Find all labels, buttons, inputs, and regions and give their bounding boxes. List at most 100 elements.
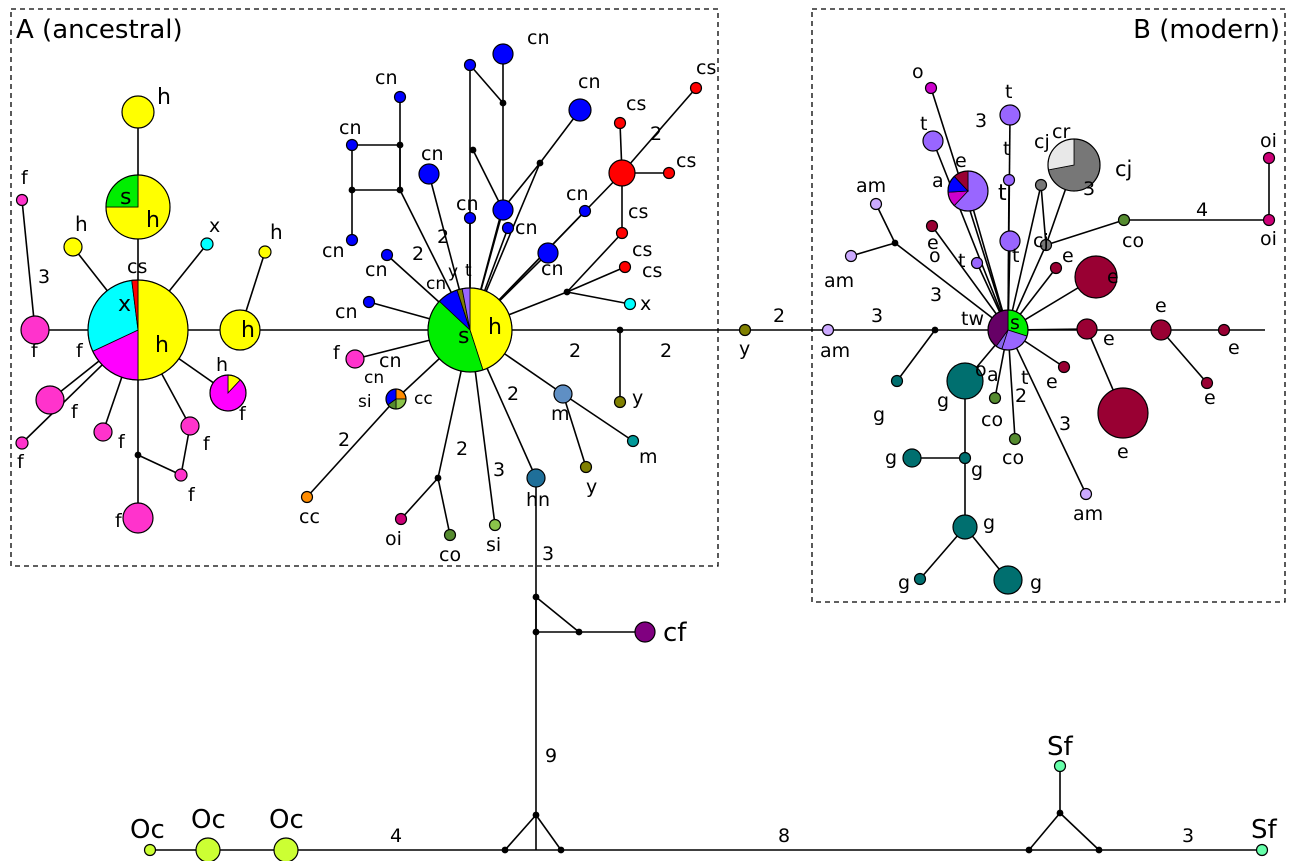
haplotype-label: tw: [961, 308, 984, 330]
mutation-count: 2: [569, 340, 581, 362]
mutation-count: 3: [542, 543, 554, 565]
haplotype-label: cn: [339, 117, 362, 139]
haplotype-label: cn: [379, 350, 402, 372]
haplotype-g-fill: [890, 374, 904, 388]
haplotype-label: cn: [527, 27, 550, 49]
haplotype-label: e: [1103, 328, 1115, 350]
haplotype-cs-fill: [613, 116, 627, 130]
haplotype-label: oi: [1260, 228, 1277, 250]
haplotype-label: Oc: [130, 815, 165, 845]
haplotype-y: [613, 395, 627, 409]
haplotype-label: hn: [526, 489, 550, 511]
haplotype-cn: [537, 242, 559, 264]
haplotype-y: [579, 460, 593, 474]
junction-node: [434, 474, 442, 482]
haplotype-label: t: [958, 250, 965, 272]
haplotype-cc: [300, 490, 314, 504]
network-edge: [469, 64, 504, 104]
haplotype-label: y: [586, 476, 597, 498]
haplotype-label: h: [241, 318, 255, 343]
haplotype-sf-fill: [1053, 759, 1067, 773]
network-edge: [894, 242, 1009, 331]
haplotype-cn: [362, 295, 376, 309]
haplotype-label: s: [458, 324, 469, 349]
network-edge: [566, 291, 631, 305]
network-edge: [504, 814, 537, 851]
haplotype-cs-fill: [689, 81, 703, 95]
haplotype-oc: [143, 843, 157, 857]
group-box-ancestral: [10, 8, 719, 567]
haplotype-central-b: [987, 309, 1029, 351]
junction-node: [931, 326, 939, 334]
haplotype-label: t: [1005, 81, 1012, 103]
haplotype-label: f: [76, 340, 84, 362]
haplotype-label: Sf: [1047, 732, 1074, 762]
haplotype-label: s: [120, 185, 131, 210]
haplotype-mixed-t-outline: [947, 170, 989, 212]
haplotype-label: cn: [364, 368, 384, 388]
haplotype-oi: [1262, 151, 1276, 165]
haplotype-cj: [1034, 178, 1048, 192]
haplotype-g-fill: [946, 362, 984, 400]
haplotype-h-fill: [121, 95, 155, 129]
haplotype-y-fill: [738, 323, 752, 337]
haplotype-si-fill: [488, 518, 502, 532]
haplotype-label: e: [1117, 441, 1129, 463]
haplotype-label: cj: [1033, 230, 1049, 252]
box-b-title: B (modern): [1133, 15, 1280, 45]
mutation-count: 3: [1182, 825, 1194, 847]
network-edge: [1028, 812, 1061, 851]
mutation-count: 9: [545, 745, 557, 767]
network-edge: [306, 398, 397, 498]
haplotype-label: cs: [632, 239, 652, 261]
haplotype-cn-fill: [501, 221, 515, 235]
haplotype-g-fill: [952, 514, 978, 540]
haplotype-cn-fill: [362, 295, 376, 309]
haplotype-e-fill: [925, 219, 939, 233]
haplotype-nodes: [15, 43, 1276, 861]
haplotype-label: t: [920, 113, 927, 135]
junction-node: [563, 288, 571, 296]
haplotype-f: [35, 385, 65, 415]
haplotype-e-fill: [1074, 255, 1118, 299]
haplotype-cn-fill: [492, 43, 514, 65]
network-edge: [535, 596, 580, 633]
haplotype-sf-fill: [1255, 843, 1269, 857]
haplotype-si: [488, 518, 502, 532]
haplotype-f-fill: [20, 315, 50, 345]
haplotype-label: o: [975, 359, 987, 381]
haplotype-e: [1057, 360, 1071, 374]
haplotype-cn: [492, 43, 514, 65]
haplotype-label: f: [17, 451, 25, 473]
mutation-count: 2: [660, 340, 672, 362]
haplotype-y: [738, 323, 752, 337]
haplotype-cs-fill: [618, 260, 632, 274]
haplotype-label: o: [912, 61, 924, 83]
haplotype-oc-fill: [195, 837, 221, 861]
haplotype-m-fill: [553, 384, 573, 404]
haplotype-oc: [195, 837, 221, 861]
haplotype-label: cn: [375, 67, 398, 89]
haplotype-label: f: [115, 510, 123, 532]
haplotype-e: [1097, 387, 1149, 439]
mutation-count: 2: [338, 429, 350, 451]
haplotype-oi-fill: [394, 512, 408, 526]
haplotype-cn: [345, 138, 359, 152]
haplotype-label: h: [488, 315, 502, 340]
haplotype-f-fill: [345, 349, 365, 369]
haplotype-label: x: [640, 293, 651, 315]
haplotype-label: si: [486, 534, 501, 556]
haplotype-label: y: [632, 387, 643, 409]
haplotype-am-fill: [869, 197, 883, 211]
haplotype-cn: [568, 98, 592, 122]
haplotype-label: g: [971, 459, 983, 481]
junction-node: [616, 326, 624, 334]
mutation-count: 3: [493, 459, 505, 481]
haplotype-y-fill: [579, 460, 593, 474]
haplotype-cn-fill: [463, 58, 477, 72]
haplotype-label: g: [1030, 572, 1042, 594]
mutation-count: 2: [507, 383, 519, 405]
haplotype-label: cn: [515, 217, 538, 239]
